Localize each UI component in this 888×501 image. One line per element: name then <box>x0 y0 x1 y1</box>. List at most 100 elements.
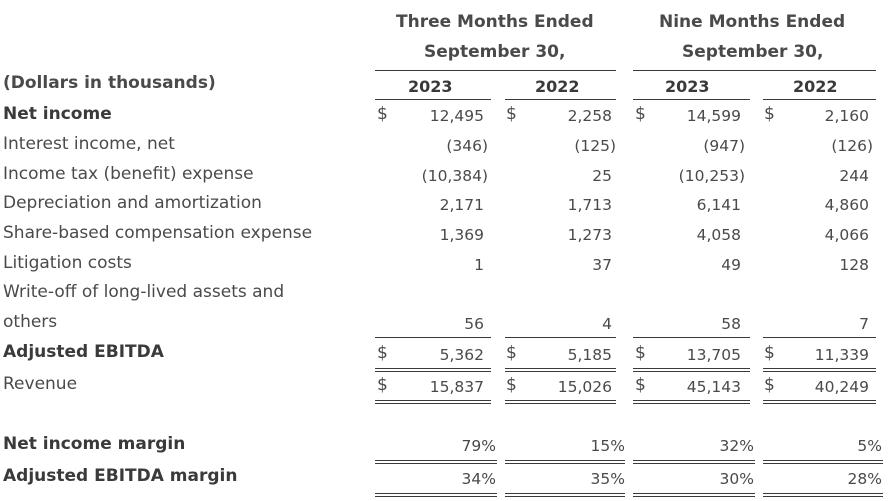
total-line-4 <box>763 368 876 369</box>
cell-value: 1 <box>474 256 484 274</box>
final-line-2 <box>505 493 625 494</box>
final-line-1 <box>375 493 497 494</box>
cell-value: 14,599 <box>686 107 741 125</box>
cell-value: 58 <box>721 315 741 333</box>
row-label-write-off-line2: others <box>3 312 58 332</box>
cell-value: 2,160 <box>824 107 869 125</box>
margin-line-4b <box>763 463 883 464</box>
header-underline-nine-months <box>633 70 876 71</box>
margin-line-3b <box>633 463 755 464</box>
cell-value: 244 <box>839 167 869 185</box>
cell-value: 7 <box>859 315 869 333</box>
row-label-litigation: Litigation costs <box>3 253 132 273</box>
cell-value: (346) <box>446 137 488 155</box>
final-line-4b <box>763 496 883 497</box>
header-three-months-line1: Three Months Ended <box>396 12 594 32</box>
row-label-adjusted-ebitda: Adjusted EBITDA <box>3 342 164 362</box>
subtotal-line-3 <box>633 337 750 338</box>
margin-line-2b <box>505 463 625 464</box>
cell-value: 4,058 <box>696 226 741 244</box>
row-label-depreciation: Depreciation and amortization <box>3 193 262 213</box>
subtotal-line-1 <box>375 337 491 338</box>
cell-value: 128 <box>839 256 869 274</box>
cell-value: 37 <box>592 256 612 274</box>
margin-line-4 <box>763 460 883 461</box>
cell-value: 5,362 <box>439 346 484 364</box>
year-header-q3-2022: 2022 <box>535 77 580 96</box>
total-line-4b <box>763 371 876 372</box>
dollar-sign: $ <box>506 375 517 395</box>
row-label-share-based-comp: Share-based compensation expense <box>3 223 313 243</box>
row-label-net-income-margin: Net income margin <box>3 434 186 454</box>
cell-value: 56 <box>464 315 484 333</box>
revenue-line-3 <box>633 400 750 401</box>
dollar-sign: $ <box>635 375 646 395</box>
margin-line-3 <box>633 460 755 461</box>
cell-value: 35% <box>590 470 625 488</box>
total-line-2b <box>505 371 616 372</box>
final-line-3 <box>633 493 755 494</box>
revenue-line-1b <box>375 403 491 404</box>
cell-value: 2,171 <box>439 196 484 214</box>
year-underline-2 <box>505 99 616 100</box>
margin-line-1b <box>375 463 497 464</box>
cell-value: 30% <box>719 470 754 488</box>
subtotal-line-4 <box>763 337 876 338</box>
year-header-9m-2022: 2022 <box>793 77 838 96</box>
header-nine-months-line2: September 30, <box>682 42 824 62</box>
units-label: (Dollars in thousands) <box>3 73 216 93</box>
cell-value: 4 <box>602 315 612 333</box>
revenue-line-4 <box>763 400 876 401</box>
cell-value: 79% <box>461 437 496 455</box>
dollar-sign: $ <box>377 104 388 124</box>
final-line-1b <box>375 496 497 497</box>
cell-value: 11,339 <box>814 346 869 364</box>
cell-value: 32% <box>719 437 754 455</box>
margin-line-2 <box>505 460 625 461</box>
dollar-sign: $ <box>764 104 775 124</box>
row-label-interest-income: Interest income, net <box>3 134 175 154</box>
dollar-sign: $ <box>377 375 388 395</box>
revenue-line-2b <box>505 403 616 404</box>
cell-value: 25 <box>592 167 612 185</box>
cell-value: 12,495 <box>429 107 484 125</box>
subtotal-line-2 <box>505 337 616 338</box>
total-line-2 <box>505 368 616 369</box>
header-nine-months-line1: Nine Months Ended <box>659 12 846 32</box>
cell-value: 13,705 <box>686 346 741 364</box>
cell-value: 1,713 <box>567 196 612 214</box>
cell-value: 28% <box>847 470 882 488</box>
total-line-3b <box>633 371 750 372</box>
final-line-2b <box>505 496 625 497</box>
cell-value: 15,026 <box>557 378 612 396</box>
year-header-q3-2023: 2023 <box>408 77 453 96</box>
year-underline-4 <box>763 99 876 100</box>
revenue-line-2 <box>505 400 616 401</box>
total-line-1 <box>375 368 491 369</box>
year-underline-3 <box>633 99 750 100</box>
dollar-sign: $ <box>635 343 646 363</box>
cell-value: (10,384) <box>421 167 488 185</box>
dollar-sign: $ <box>635 104 646 124</box>
revenue-line-4b <box>763 403 876 404</box>
row-label-write-off-line1: Write-off of long-lived assets and <box>3 282 285 302</box>
cell-value: 5% <box>857 437 882 455</box>
row-label-revenue: Revenue <box>3 374 78 394</box>
cell-value: 45,143 <box>686 378 741 396</box>
dollar-sign: $ <box>506 104 517 124</box>
final-line-3b <box>633 496 755 497</box>
year-header-9m-2023: 2023 <box>665 77 710 96</box>
header-underline-three-months <box>375 70 616 71</box>
cell-value: 34% <box>461 470 496 488</box>
row-label-income-tax: Income tax (benefit) expense <box>3 164 254 184</box>
header-three-months-line2: September 30, <box>424 42 566 62</box>
cell-value: 4,860 <box>824 196 869 214</box>
total-line-3 <box>633 368 750 369</box>
cell-value: 6,141 <box>696 196 741 214</box>
row-label-adjusted-ebitda-margin: Adjusted EBITDA margin <box>3 466 238 486</box>
cell-value: (125) <box>574 137 616 155</box>
cell-value: 15,837 <box>429 378 484 396</box>
dollar-sign: $ <box>506 343 517 363</box>
cell-value: 49 <box>721 256 741 274</box>
dollar-sign: $ <box>377 343 388 363</box>
